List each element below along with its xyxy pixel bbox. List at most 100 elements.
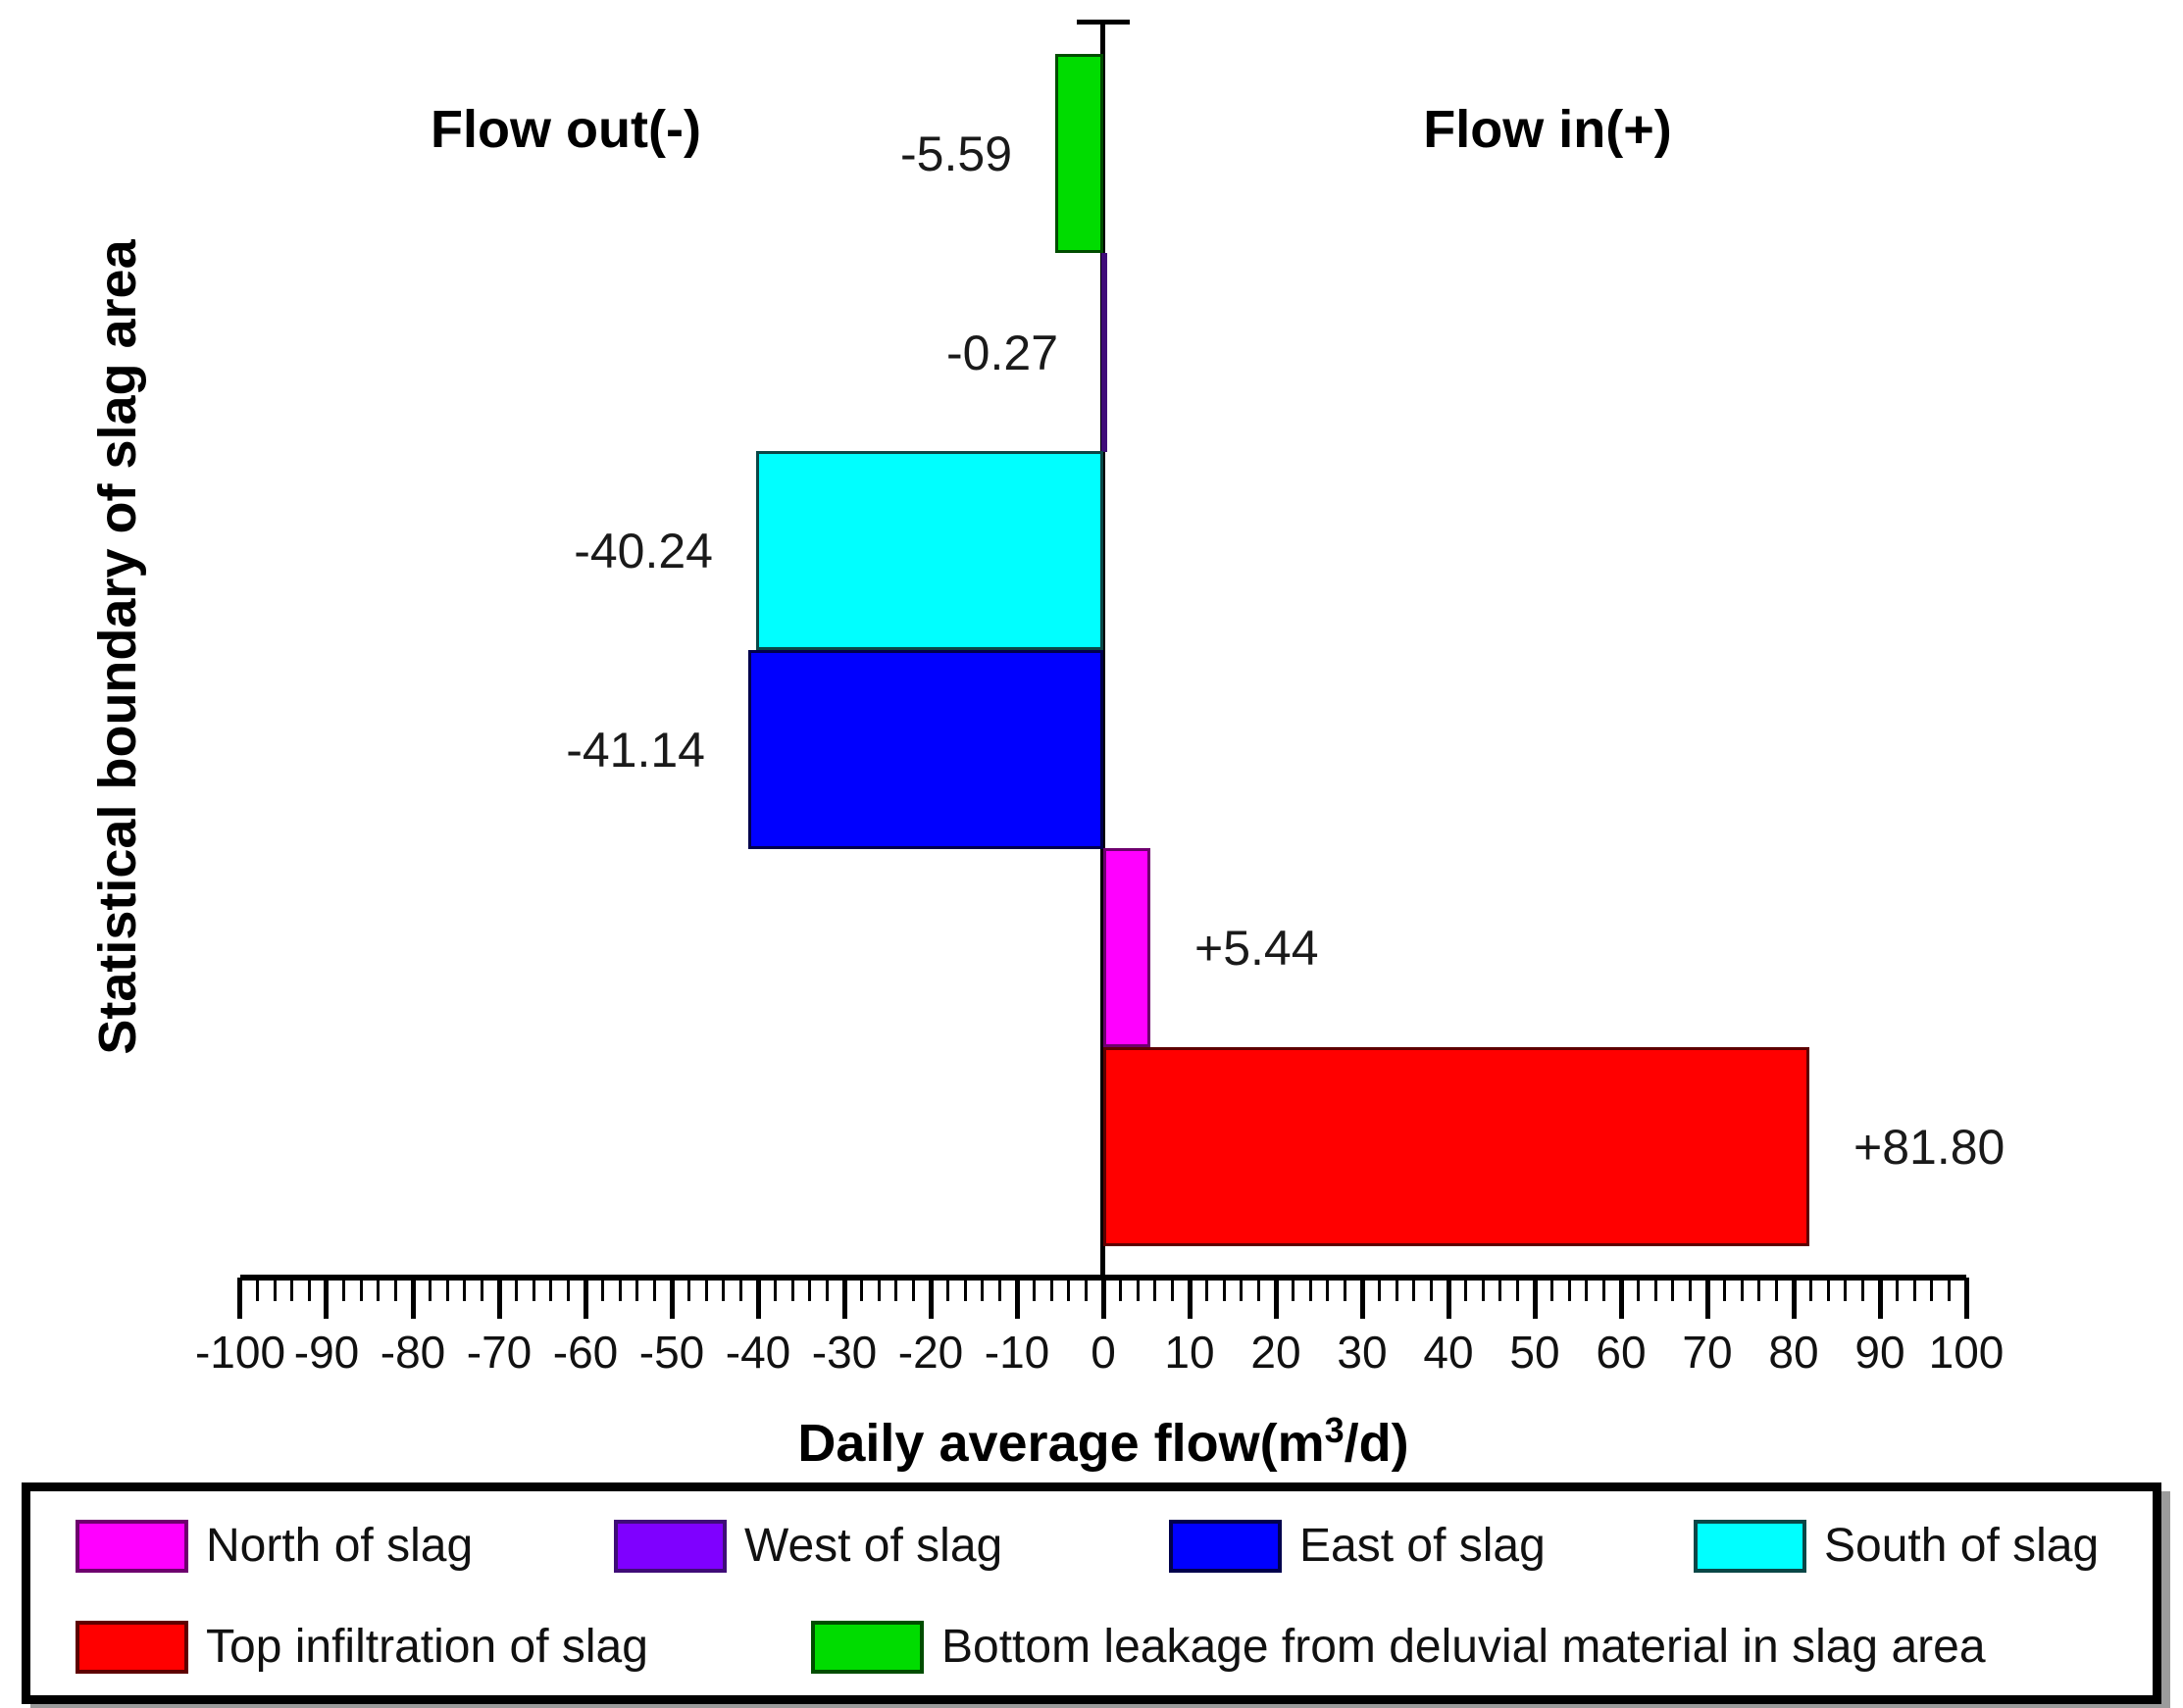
minor-tick-28 (1344, 1278, 1346, 1301)
tick-label-90: 90 (1854, 1327, 1905, 1378)
minor-tick-88 (1861, 1278, 1864, 1301)
minor-tick--28 (860, 1278, 863, 1301)
minor-tick-96 (1930, 1278, 1933, 1301)
legend-label-west: West of slag (744, 1520, 1003, 1572)
minor-tick--12 (998, 1278, 1001, 1301)
legend-label-bottom_leakage: Bottom leakage from deluvial material in… (941, 1621, 1986, 1673)
bar-west (1101, 253, 1107, 452)
tick-label--90: -90 (293, 1327, 360, 1378)
major-tick--90 (324, 1278, 329, 1319)
minor-tick--22 (912, 1278, 915, 1301)
minor-tick--78 (429, 1278, 432, 1301)
minor-tick--84 (377, 1278, 380, 1301)
minor-tick-58 (1602, 1278, 1605, 1301)
major-tick--20 (929, 1278, 934, 1319)
minor-tick--14 (981, 1278, 984, 1301)
x-axis-title-sup: 3 (1324, 1410, 1345, 1450)
major-tick-60 (1619, 1278, 1624, 1319)
legend-swatch-north (76, 1520, 188, 1573)
tick-label-60: 60 (1596, 1327, 1647, 1378)
minor-tick-68 (1689, 1278, 1692, 1301)
minor-tick-52 (1550, 1278, 1553, 1301)
y-axis-title: Statistical boundary of slag area (88, 239, 147, 1055)
legend-label-top_infiltration: Top infiltration of slag (206, 1621, 648, 1673)
tick-label--30: -30 (811, 1327, 878, 1378)
tick-label-20: 20 (1250, 1327, 1301, 1378)
minor-tick-16 (1240, 1278, 1243, 1301)
tick-label-0: 0 (1091, 1327, 1116, 1378)
minor-tick-8 (1171, 1278, 1174, 1301)
minor-tick--54 (635, 1278, 638, 1301)
major-tick-20 (1274, 1278, 1279, 1319)
minor-tick--68 (515, 1278, 518, 1301)
minor-tick-72 (1723, 1278, 1726, 1301)
bar-bottom_leakage (1055, 54, 1103, 253)
minor-tick-12 (1205, 1278, 1208, 1301)
minor-tick-94 (1913, 1278, 1916, 1301)
bar-east (748, 650, 1103, 849)
flow-in-annotation: Flow in(+) (1423, 100, 1672, 159)
legend-label-south: South of slag (1824, 1520, 2100, 1572)
bar-north (1103, 848, 1150, 1047)
minor-tick-98 (1948, 1278, 1951, 1301)
major-tick-10 (1188, 1278, 1193, 1319)
minor-tick-14 (1223, 1278, 1226, 1301)
tick-label--40: -40 (725, 1327, 791, 1378)
legend-label-east: East of slag (1299, 1520, 1546, 1572)
legend-swatch-south (1694, 1520, 1806, 1573)
minor-tick-22 (1292, 1278, 1295, 1301)
minor-tick--42 (739, 1278, 742, 1301)
minor-tick-36 (1412, 1278, 1415, 1301)
minor-tick--48 (687, 1278, 690, 1301)
tick-label--50: -50 (638, 1327, 705, 1378)
minor-tick--32 (826, 1278, 829, 1301)
flow-out-annotation: Flow out(-) (431, 100, 701, 159)
value-label-north: +5.44 (1194, 920, 1319, 976)
minor-tick--62 (567, 1278, 570, 1301)
tick-label--80: -80 (380, 1327, 446, 1378)
tick-label--10: -10 (984, 1327, 1050, 1378)
x-axis-title-post: /d) (1344, 1414, 1409, 1473)
minor-tick--96 (274, 1278, 277, 1301)
minor-tick--2 (1085, 1278, 1088, 1301)
tick-label--60: -60 (552, 1327, 619, 1378)
tick-label-40: 40 (1423, 1327, 1474, 1378)
major-tick--40 (756, 1278, 761, 1319)
minor-tick-32 (1378, 1278, 1381, 1301)
major-tick--100 (237, 1278, 242, 1319)
legend: North of slag West of slag East of slag Sou… (22, 1482, 2161, 1704)
major-tick--80 (411, 1278, 416, 1319)
minor-tick--46 (705, 1278, 708, 1301)
tick-label-50: 50 (1509, 1327, 1560, 1378)
minor-tick-38 (1430, 1278, 1433, 1301)
tick-label--70: -70 (466, 1327, 533, 1378)
major-tick--30 (842, 1278, 847, 1319)
tick-label-100: 100 (1928, 1327, 2005, 1378)
minor-tick--92 (308, 1278, 311, 1301)
legend-swatch-top_infiltration (76, 1621, 188, 1674)
minor-tick--18 (946, 1278, 949, 1301)
x-axis-title: Daily average flow(m3/d) (797, 1410, 1408, 1474)
major-tick--50 (670, 1278, 675, 1319)
minor-tick--4 (1067, 1278, 1070, 1301)
minor-tick--56 (619, 1278, 622, 1301)
minor-tick-92 (1896, 1278, 1899, 1301)
minor-tick-26 (1326, 1278, 1329, 1301)
major-tick-70 (1705, 1278, 1710, 1319)
tick-label--20: -20 (897, 1327, 964, 1378)
minor-tick-84 (1827, 1278, 1830, 1301)
minor-tick-6 (1153, 1278, 1156, 1301)
value-label-south: -40.24 (574, 523, 713, 578)
minor-tick--64 (549, 1278, 552, 1301)
major-tick--70 (497, 1278, 502, 1319)
minor-tick-82 (1809, 1278, 1812, 1301)
minor-tick-24 (1309, 1278, 1312, 1301)
legend-swatch-bottom_leakage (811, 1621, 924, 1674)
major-tick--10 (1015, 1278, 1020, 1319)
minor-tick--58 (601, 1278, 604, 1301)
legend-swatch-west (614, 1520, 727, 1573)
major-tick-40 (1447, 1278, 1451, 1319)
minor-tick-74 (1741, 1278, 1744, 1301)
minor-tick--74 (463, 1278, 466, 1301)
value-label-east: -41.14 (566, 722, 705, 778)
